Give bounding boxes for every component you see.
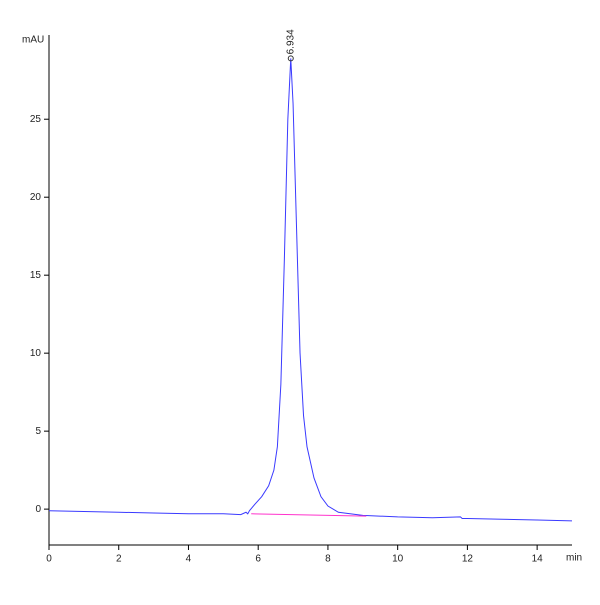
x-tick-label: 10 [392,554,404,565]
peak-label: 6.934 [285,29,296,54]
y-tick-label: 25 [30,114,42,125]
y-tick-label: 20 [30,192,42,203]
x-tick-label: 6 [255,554,261,565]
x-tick-label: 12 [462,554,474,565]
y-tick-label: 15 [30,270,42,281]
peak-marker [287,55,294,62]
y-tick-label: 0 [35,504,41,515]
y-axis-label: mAU [22,35,44,46]
x-tick-label: 8 [325,554,331,565]
x-tick-label: 2 [116,554,122,565]
x-axis-label: min [566,553,582,564]
x-tick-label: 14 [532,554,544,565]
x-tick-label: 4 [186,554,192,565]
trace [48,58,573,522]
trace [251,513,367,517]
y-tick-label: 5 [35,426,41,437]
x-tick-label: 0 [46,554,52,565]
y-tick-label: 10 [30,348,42,359]
